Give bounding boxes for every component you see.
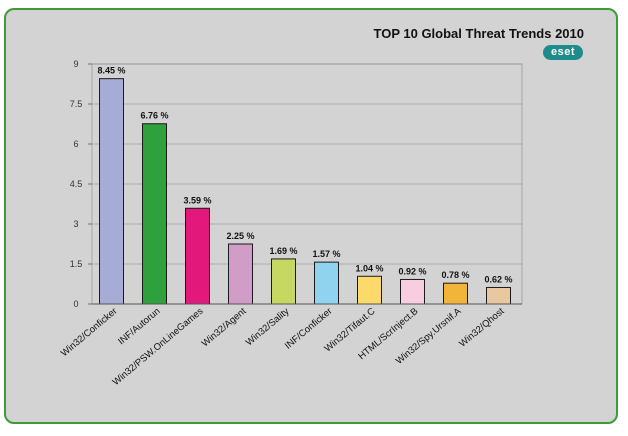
bar-1	[99, 78, 124, 305]
y-tick-label: 1.5	[70, 259, 83, 269]
bar-9	[443, 282, 468, 305]
bar-10	[486, 286, 511, 305]
bar-7	[357, 275, 382, 305]
bar-8	[400, 278, 425, 305]
y-tick-label: 4.5	[70, 179, 83, 189]
y-tick-label: 6	[73, 139, 78, 149]
y-axis: 0 1.5 3 4.5 6 7.5 9	[70, 59, 92, 309]
y-tick-label: 0	[73, 299, 78, 309]
value-labels: 8.45 % 6.76 % 3.59 % 2.25 % 1.69 % 1.57 % 1.04…	[97, 66, 512, 285]
eset-logo: eset	[543, 45, 583, 60]
value-label: 6.76 %	[140, 111, 168, 121]
bar-3	[185, 207, 210, 305]
y-tick-label: 9	[73, 59, 78, 69]
value-label: 1.57 %	[312, 249, 340, 259]
value-label: 0.62 %	[484, 274, 512, 284]
bar-2	[142, 123, 167, 305]
value-label: 1.04 %	[355, 263, 383, 273]
bar-6	[314, 261, 339, 305]
value-label: 0.78 %	[441, 270, 469, 280]
value-label: 1.69 %	[269, 246, 297, 256]
category-label: Win32/Agent	[200, 306, 249, 350]
chart-title: TOP 10 Global Threat Trends 2010	[373, 26, 585, 41]
category-label: Win32/Conficker	[59, 306, 119, 359]
value-label: 8.45 %	[97, 66, 125, 76]
x-axis: Win32/ConfickerINF/AutorunWin32/PSW.OnLi…	[59, 303, 522, 388]
value-label: 3.59 %	[183, 195, 211, 205]
bar-4	[228, 243, 253, 305]
value-label: 0.92 %	[398, 266, 426, 276]
category-label: Win32/Qhost	[457, 306, 506, 350]
bar-5	[271, 258, 296, 305]
value-label: 2.25 %	[226, 231, 254, 241]
bars	[99, 78, 511, 305]
y-tick-label: 7.5	[70, 99, 83, 109]
category-label: Win32/PSW.OnLineGames	[111, 306, 206, 388]
y-tick-label: 3	[73, 219, 78, 229]
